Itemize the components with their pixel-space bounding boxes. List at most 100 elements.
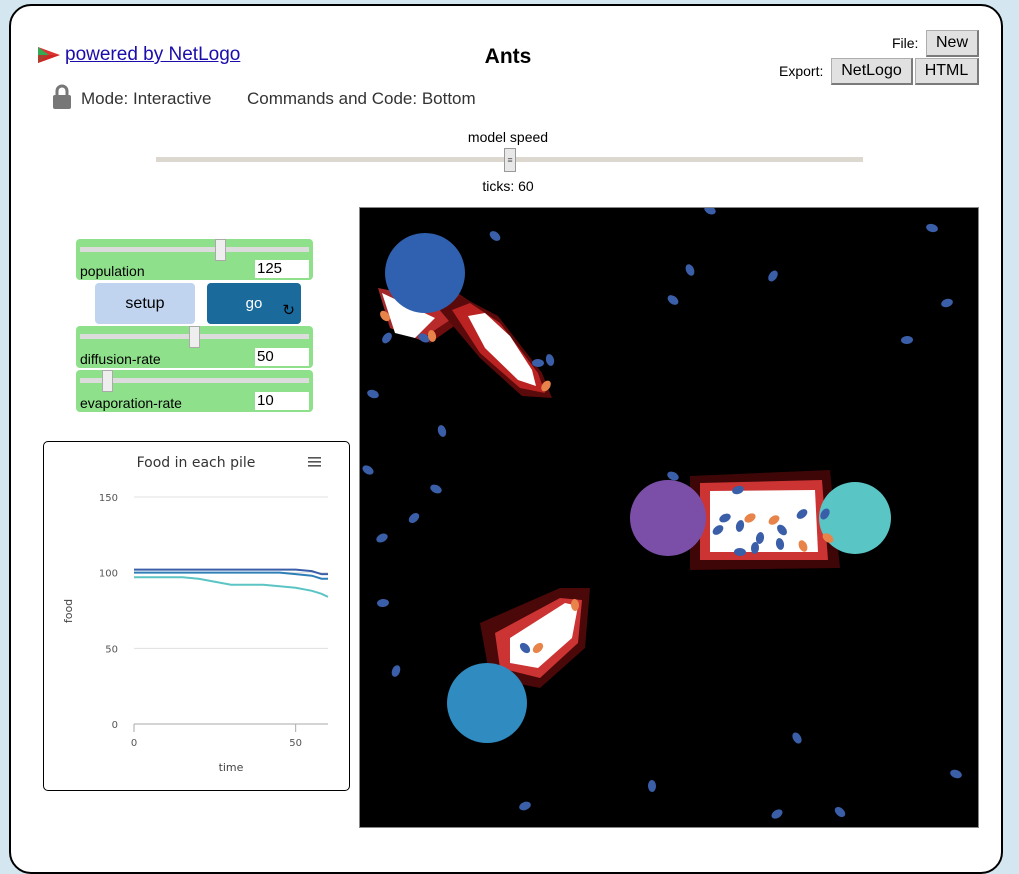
powered-by-text[interactable]: powered by NetLogo (65, 44, 241, 65)
ant (519, 642, 531, 654)
plot-x-tick-label: 0 (131, 738, 137, 749)
export-netlogo-button[interactable]: NetLogo (831, 58, 913, 85)
ant (685, 264, 695, 276)
ant (926, 223, 938, 233)
evaporation-rate-slider-thumb[interactable] (102, 370, 113, 392)
ant (519, 801, 531, 811)
ant (768, 270, 778, 282)
ant (732, 485, 744, 495)
lock-icon[interactable] (52, 84, 72, 110)
ant (704, 208, 716, 215)
ant (822, 533, 834, 543)
ant (647, 780, 657, 792)
plot-menu-icon[interactable] (308, 457, 321, 467)
model-title: Ants (484, 45, 532, 68)
ant (545, 354, 555, 366)
ant (798, 540, 808, 552)
world-canvas[interactable] (360, 208, 978, 827)
ant (408, 513, 420, 523)
ants-layer (362, 208, 962, 819)
population-slider[interactable]: population 125 (76, 239, 313, 280)
ant (667, 471, 679, 481)
forever-loop-icon: ↻ (282, 302, 295, 319)
pheromone-trails (378, 278, 840, 688)
ant (744, 513, 756, 523)
file-label: File: (892, 35, 919, 51)
plot-series-line-2 (134, 571, 328, 580)
plot-x-axis-label: time (219, 761, 244, 774)
ant (834, 807, 846, 817)
ant (750, 542, 760, 554)
new-button[interactable]: New (926, 30, 979, 57)
evaporation-rate-label: evaporation-rate (80, 395, 182, 411)
ant (901, 335, 913, 345)
ant (777, 524, 787, 536)
diffusion-rate-label: diffusion-rate (80, 351, 161, 367)
food-pile-2 (819, 482, 891, 554)
ant (427, 330, 437, 342)
ant (950, 769, 962, 779)
ant (735, 520, 745, 532)
diffusion-rate-slider[interactable]: diffusion-rate 50 (76, 326, 313, 368)
population-slider-thumb[interactable] (215, 239, 226, 261)
world-view[interactable] (359, 207, 979, 828)
ant (367, 389, 379, 399)
plot-x-tick-label: 50 (289, 738, 302, 749)
ant (437, 425, 447, 437)
population-label: population (80, 263, 145, 279)
ant (775, 538, 785, 550)
export-label: Export: (779, 63, 824, 79)
ant (489, 231, 501, 241)
plot-series-line-1 (134, 568, 328, 576)
ant (541, 380, 551, 392)
go-button-label: go (245, 295, 263, 312)
ant (380, 310, 390, 322)
plot-y-tick-label: 100 (99, 569, 118, 580)
plot-y-axis-label: food (62, 599, 75, 623)
food-pile-3 (447, 663, 527, 743)
plot-y-tick-label: 50 (105, 644, 118, 655)
evaporation-rate-slider[interactable]: evaporation-rate 10 (76, 370, 313, 412)
population-value[interactable]: 125 (255, 260, 309, 278)
ant (532, 642, 544, 654)
ant (712, 525, 724, 535)
ant (719, 513, 731, 523)
food-plot-svg: Food in each pile time food 0 50 100 150 0 50 (62, 455, 329, 774)
ant (941, 298, 953, 308)
diffusion-rate-slider-thumb[interactable] (189, 326, 200, 348)
evaporation-rate-value[interactable]: 10 (255, 392, 309, 410)
ant (771, 809, 783, 819)
ant (667, 295, 679, 305)
food-plot: Food in each pile time food 0 50 100 150 0 50 (43, 441, 350, 791)
export-html-button[interactable]: HTML (915, 58, 979, 85)
ant (377, 598, 389, 608)
ant (391, 665, 401, 677)
netlogo-logo-icon (38, 47, 60, 63)
model-speed-label: model speed (467, 129, 549, 145)
ant (532, 358, 544, 368)
plot-series-line-3 (134, 576, 329, 598)
ant (820, 508, 830, 520)
ant (430, 484, 442, 494)
ant (755, 532, 765, 544)
ant (796, 509, 808, 519)
plot-y-tick-label: 0 (112, 720, 118, 731)
ant (792, 732, 802, 744)
ant (362, 465, 374, 475)
commands-code-position[interactable]: Commands and Code: Bottom (247, 89, 476, 108)
ant (376, 533, 388, 543)
ant (418, 333, 430, 343)
ticks-counter: ticks: 60 (482, 178, 534, 194)
model-speed-thumb[interactable]: ≡ (504, 148, 516, 172)
powered-by-link[interactable]: powered by NetLogo (37, 44, 240, 66)
diffusion-rate-value[interactable]: 50 (255, 348, 309, 366)
ant (570, 599, 580, 611)
go-button[interactable]: go ↻ (207, 283, 301, 324)
setup-button[interactable]: setup (95, 283, 195, 324)
ant (382, 332, 392, 344)
evaporation-rate-slider-track[interactable] (80, 378, 309, 383)
mode-text: Mode: Interactive (81, 89, 212, 108)
plot-title: Food in each pile (137, 455, 256, 471)
population-slider-track[interactable] (80, 247, 309, 252)
food-pile-1 (385, 233, 465, 313)
